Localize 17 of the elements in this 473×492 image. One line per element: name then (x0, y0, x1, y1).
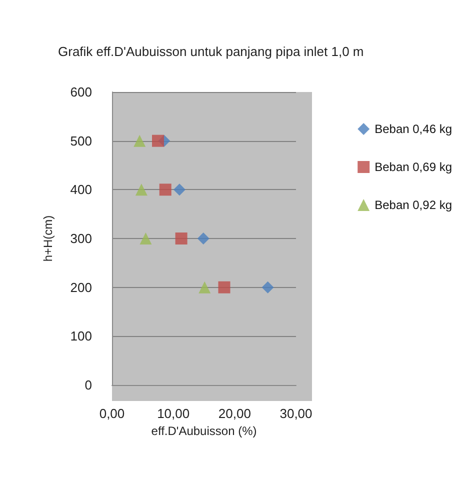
chart-title: Grafik eff.D'Aubuisson untuk panjang pipa inlet 1,0 m (58, 44, 364, 59)
y-tick-label: 600 (70, 84, 92, 100)
y-tick-label: 400 (70, 182, 92, 198)
legend-label: Beban 0,69 kg (374, 160, 452, 174)
x-tick-label: 10,00 (157, 406, 190, 421)
y-tick-label: 300 (70, 231, 92, 246)
y-tick-label: 0 (84, 378, 92, 392)
y-tick-label: 500 (70, 133, 92, 148)
y-axis-title: h+H(cm) (41, 215, 55, 262)
x-tick-label: 20,00 (218, 406, 251, 421)
x-tick-label: 0,00 (99, 406, 125, 421)
y-tick-label: 100 (70, 328, 92, 344)
x-axis-title: eff.D'Aubuisson (%) (151, 424, 257, 438)
x-tick-label: 30,00 (280, 406, 312, 421)
legend-label: Beban 0,46 kg (374, 122, 452, 136)
legend-label: Beban 0,92 kg (374, 198, 452, 212)
y-tick-label: 200 (70, 280, 92, 295)
